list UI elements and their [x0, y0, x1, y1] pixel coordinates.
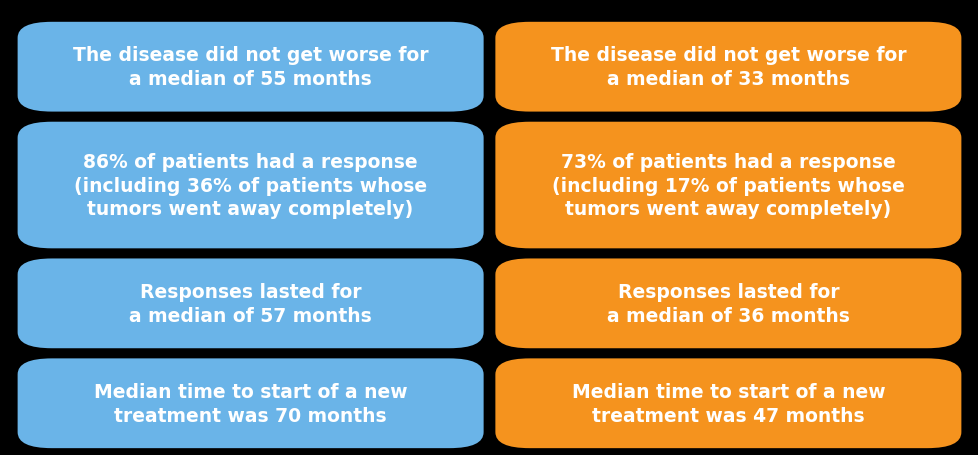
FancyBboxPatch shape [18, 23, 483, 112]
Text: The disease did not get worse for
a median of 55 months: The disease did not get worse for a medi… [72, 46, 428, 89]
Text: Responses lasted for
a median of 36 months: Responses lasted for a median of 36 mont… [606, 283, 849, 325]
Text: Median time to start of a new
treatment was 47 months: Median time to start of a new treatment … [571, 382, 884, 425]
Text: The disease did not get worse for
a median of 33 months: The disease did not get worse for a medi… [550, 46, 906, 89]
Text: Responses lasted for
a median of 57 months: Responses lasted for a median of 57 mont… [129, 283, 372, 325]
FancyBboxPatch shape [495, 122, 960, 249]
FancyBboxPatch shape [18, 259, 483, 349]
Text: Median time to start of a new
treatment was 70 months: Median time to start of a new treatment … [94, 382, 407, 425]
Text: 73% of patients had a response
(including 17% of patients whose
tumors went away: 73% of patients had a response (includin… [552, 153, 904, 218]
Text: 86% of patients had a response
(including 36% of patients whose
tumors went away: 86% of patients had a response (includin… [74, 153, 426, 218]
FancyBboxPatch shape [18, 122, 483, 249]
FancyBboxPatch shape [18, 359, 483, 448]
FancyBboxPatch shape [495, 359, 960, 448]
FancyBboxPatch shape [495, 259, 960, 349]
FancyBboxPatch shape [495, 23, 960, 112]
